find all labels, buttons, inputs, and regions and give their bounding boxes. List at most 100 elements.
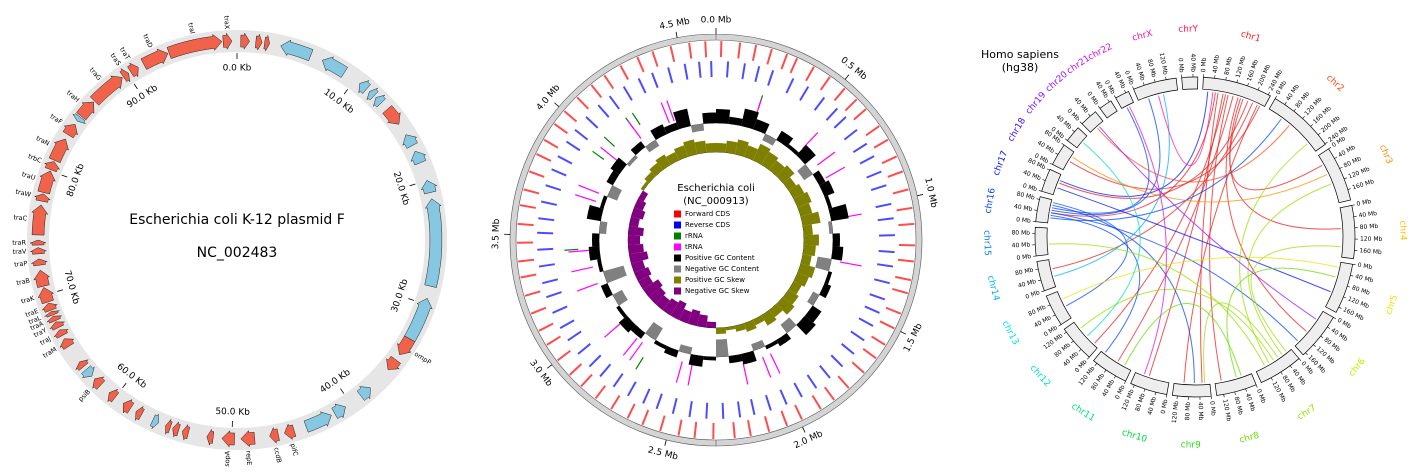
- tick-mark: [1078, 349, 1082, 352]
- plasmid-title: Escherichia coli K-12 plasmid F: [129, 212, 345, 228]
- feature-mark: [677, 419, 683, 436]
- gene-arrow: [222, 32, 233, 51]
- outer-ring: [509, 33, 923, 447]
- tick-label: 0 Mb: [1160, 399, 1170, 415]
- tick-mark: [546, 364, 553, 369]
- gc-skew-bar: [706, 321, 716, 328]
- gc-content-bar: [819, 283, 832, 299]
- gene-arrow: [44, 310, 60, 318]
- gc-content-bar: [716, 109, 731, 124]
- gc-content-bar: [780, 317, 797, 334]
- feature-mark: [604, 322, 622, 338]
- gene-label: ompP: [413, 350, 433, 367]
- gc-skew-bar: [628, 243, 644, 255]
- link: [1158, 92, 1214, 166]
- feature-mark: [518, 258, 535, 263]
- link: [1203, 302, 1279, 383]
- tick-label: 80 Mb: [1351, 284, 1371, 296]
- feature-mark: [885, 306, 902, 315]
- feature-mark: [637, 78, 647, 94]
- gc-skew-bar: [734, 139, 749, 157]
- gc-skew-bar: [734, 323, 747, 332]
- tick-label: 3.5 Mb: [491, 218, 502, 249]
- gene-arrow: [59, 338, 75, 350]
- gc-skew-bar: [670, 299, 687, 320]
- feature-mark: [805, 66, 815, 82]
- feature-mark: [693, 421, 698, 438]
- link: [1250, 245, 1341, 352]
- gc-skew-bar: [752, 315, 765, 326]
- gc-skew-bar: [800, 211, 821, 226]
- tick-label: 40 Mb: [1013, 203, 1033, 213]
- feature-mark: [568, 249, 591, 253]
- gc-content-bar: [588, 246, 601, 261]
- feature-mark: [619, 64, 629, 80]
- tick-mark: [1052, 314, 1056, 317]
- feature-mark: [576, 282, 598, 292]
- link: [1097, 125, 1290, 183]
- feature-mark: [565, 140, 581, 152]
- gene-label: sopA: [223, 450, 232, 467]
- feature-mark: [819, 365, 831, 379]
- feature-mark: [569, 363, 583, 376]
- link: [1183, 104, 1258, 383]
- feature-mark: [683, 63, 689, 80]
- ideogram: [1255, 348, 1300, 384]
- feature-mark: [546, 335, 562, 346]
- tick-mark: [1270, 377, 1273, 381]
- gc-content-bar: [765, 340, 779, 350]
- tick-mark: [1097, 105, 1101, 109]
- gc-skew-bar: [683, 139, 698, 157]
- feature-mark: [839, 261, 862, 267]
- tick-label: 0 Mb: [1255, 388, 1267, 404]
- tick-mark: [122, 382, 127, 389]
- gc-skew-bar: [629, 216, 640, 228]
- feature-mark: [622, 86, 633, 101]
- tick-label: 0 Mb: [1025, 289, 1041, 301]
- tick-label: 80 Mb: [1360, 223, 1379, 231]
- gene-arrow: [172, 421, 181, 438]
- gene-label: traC: [13, 213, 28, 222]
- chromosome-label: chr6: [1347, 356, 1368, 378]
- tick-label: 80 Mb: [1343, 155, 1363, 169]
- tick-mark: [1245, 388, 1247, 392]
- gene-arrow: [206, 429, 215, 446]
- feature-mark: [769, 353, 781, 374]
- gene-arrow: [81, 365, 95, 378]
- gc-content-bar: [812, 170, 826, 186]
- feature-mark: [732, 422, 736, 439]
- feature-mark: [520, 273, 537, 279]
- tick-label: 80 Mb: [1146, 58, 1157, 78]
- feature-mark: [754, 66, 761, 83]
- plasmid-accession: NC_002483: [197, 245, 278, 261]
- feature-mark: [852, 142, 868, 154]
- tick-label: 0 Mb: [1336, 317, 1352, 331]
- tick-label: 0 Mb: [1177, 58, 1185, 73]
- gene-arrow: [181, 424, 191, 441]
- feature-mark: [660, 102, 670, 124]
- gc-skew-bar: [665, 151, 680, 165]
- gc-skew-bar: [769, 303, 783, 318]
- ideogram: [1036, 259, 1057, 292]
- link: [1083, 142, 1141, 337]
- link: [1148, 93, 1224, 376]
- gc-content-bar: [616, 305, 627, 319]
- chromosome-label: chr15: [981, 230, 992, 256]
- tick-mark: [1350, 275, 1354, 277]
- tick-label: 40 Mb: [1012, 241, 1031, 249]
- legend-swatch: [674, 265, 681, 273]
- gc-skew-bar: [649, 162, 663, 177]
- feature-mark: [763, 416, 771, 433]
- feature-mark: [538, 217, 555, 222]
- feature-mark: [580, 373, 593, 387]
- tick-mark: [1124, 381, 1126, 384]
- gc-skew-bar: [793, 272, 809, 287]
- tick-mark: [1320, 335, 1324, 339]
- tick-mark: [1284, 101, 1287, 105]
- feature-mark: [574, 128, 589, 141]
- gc-skew-bar: [628, 225, 644, 237]
- tick-label: 10.0 Kb: [322, 88, 356, 117]
- gene-arrow: [149, 413, 159, 429]
- feature-mark: [858, 317, 874, 327]
- feature-mark: [823, 386, 836, 401]
